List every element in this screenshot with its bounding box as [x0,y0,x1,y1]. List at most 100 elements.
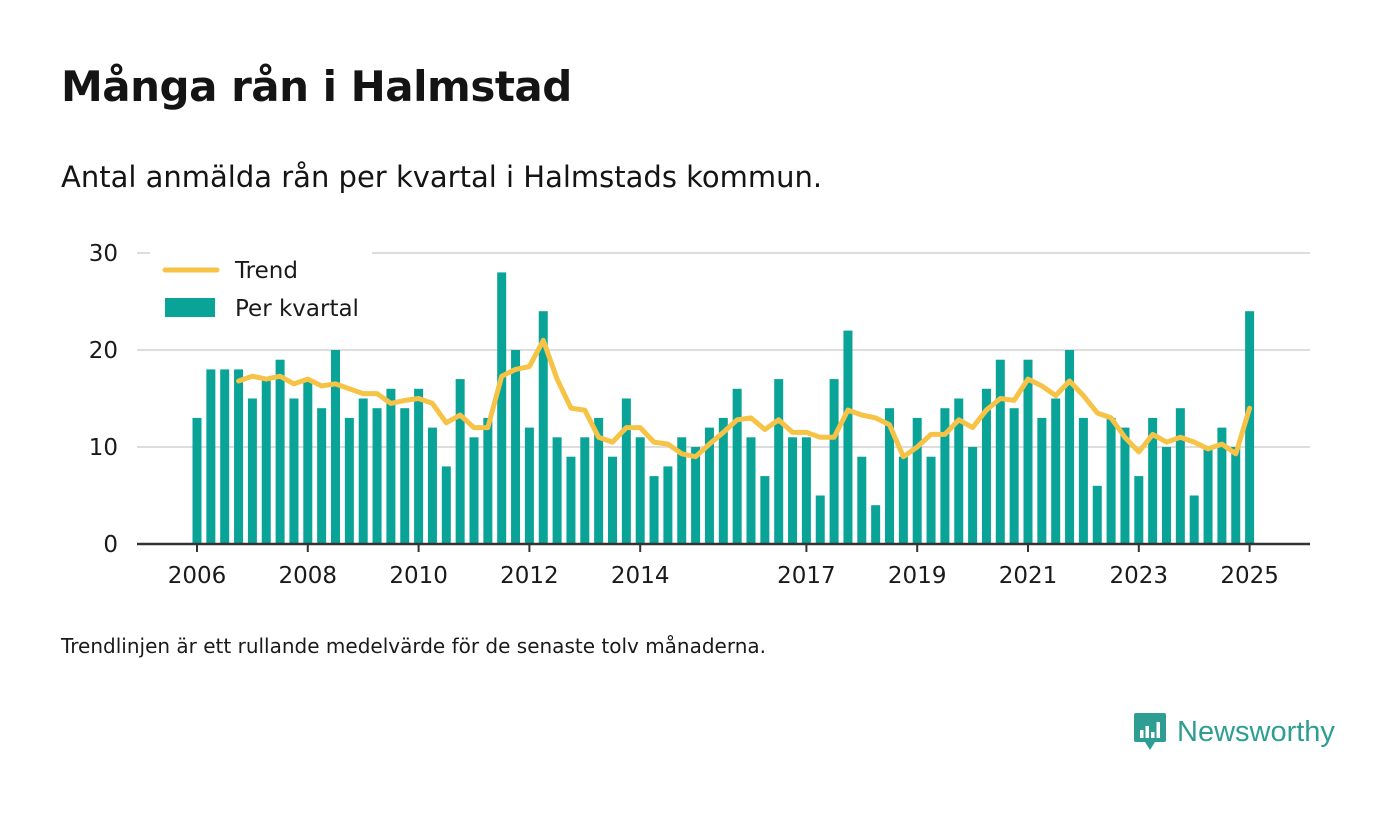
bar [1134,476,1144,544]
bar [663,466,673,544]
newsworthy-brand[interactable]: Newsworthy [1133,712,1335,752]
bar [455,379,465,544]
bar [400,408,410,544]
chart-footnote: Trendlinjen är ett rullande medelvärde f… [61,634,767,658]
x-tick-label: 2006 [168,563,227,589]
bar [331,350,340,544]
bar [621,398,631,544]
bar [995,359,1005,544]
x-tick-label: 2012 [500,563,559,589]
bar [829,379,839,544]
x-axis-ticks: 2006 2008 2010 2012 2014 2017 2019 2021 2023 2025 [168,544,1279,589]
bar [289,398,299,544]
bar [815,495,825,544]
bar [441,466,451,544]
bar [1051,398,1061,544]
bar [801,437,811,544]
trend-line [236,337,1253,460]
bar [1092,485,1102,544]
bar [261,379,271,544]
bar [1203,447,1213,544]
bar [372,408,382,544]
bar [981,388,991,544]
chart-title: Många rån i Halmstad [61,62,572,111]
y-tick-label: 0 [103,532,118,558]
x-tick-label: 2025 [1220,563,1279,589]
bar [746,437,756,544]
bar [718,417,728,544]
bar [220,369,230,544]
bar [926,456,936,544]
bar [885,408,894,544]
x-tick-label: 2017 [777,563,836,589]
x-tick-label: 2023 [1110,563,1169,589]
bar [1009,408,1019,544]
bar [1078,417,1088,544]
legend-per-kvartal-label: Per kvartal [235,296,359,322]
bar [649,476,659,544]
bar [1148,417,1158,544]
bar [1175,408,1185,544]
bar [774,379,784,544]
bar [497,272,507,544]
newsworthy-chart-logo-icon [1134,713,1166,750]
bar [1037,417,1047,544]
bar [1120,427,1130,544]
bar [1231,447,1241,544]
bars-per-kvartal [192,272,1255,544]
bar [940,408,950,544]
bar [344,417,354,544]
bar [677,437,687,544]
bar [511,350,521,544]
legend-trend-label: Trend [234,258,298,284]
bar [954,398,964,544]
bar [538,311,548,544]
x-tick-label: 2010 [389,563,448,589]
bar [275,359,285,544]
legend: Trend Per kvartal [150,250,372,332]
bar [732,388,742,544]
chart-subtitle: Antal anmälda rån per kvartal i Halmstad… [61,160,823,194]
bar [1162,447,1171,544]
bar [206,369,216,544]
bar [427,427,437,544]
y-tick-label: 30 [89,241,118,267]
y-tick-label: 10 [89,435,118,461]
x-tick-label: 2019 [888,563,947,589]
bar [469,437,479,544]
y-tick-label: 20 [89,338,118,364]
bar [358,398,368,544]
bar [857,456,867,544]
bar [566,456,576,544]
bar [247,398,257,544]
bar [871,505,881,544]
bar [635,437,645,544]
bar [1023,359,1033,544]
bar [898,456,908,544]
x-tick-label: 2014 [611,563,670,589]
bar [317,408,327,544]
bar [968,447,978,544]
bar [608,456,617,544]
y-axis-ticks: 0 10 20 30 [89,241,118,558]
bar [1245,311,1255,544]
bar [386,388,396,544]
bar [483,417,493,544]
trend-series [236,337,1253,460]
bar [843,330,853,544]
bar [1217,427,1227,544]
bar [1106,417,1116,544]
bar [192,417,202,544]
legend-per-kvartal-swatch [165,298,215,317]
legend-background [150,250,372,332]
bar [524,427,534,544]
bar [594,417,604,544]
bar [552,437,562,544]
bar [234,369,244,544]
x-tick-label: 2021 [999,563,1058,589]
x-tick-label: 2008 [279,563,338,589]
bar [691,447,701,544]
bar [580,437,590,544]
bar [760,476,770,544]
